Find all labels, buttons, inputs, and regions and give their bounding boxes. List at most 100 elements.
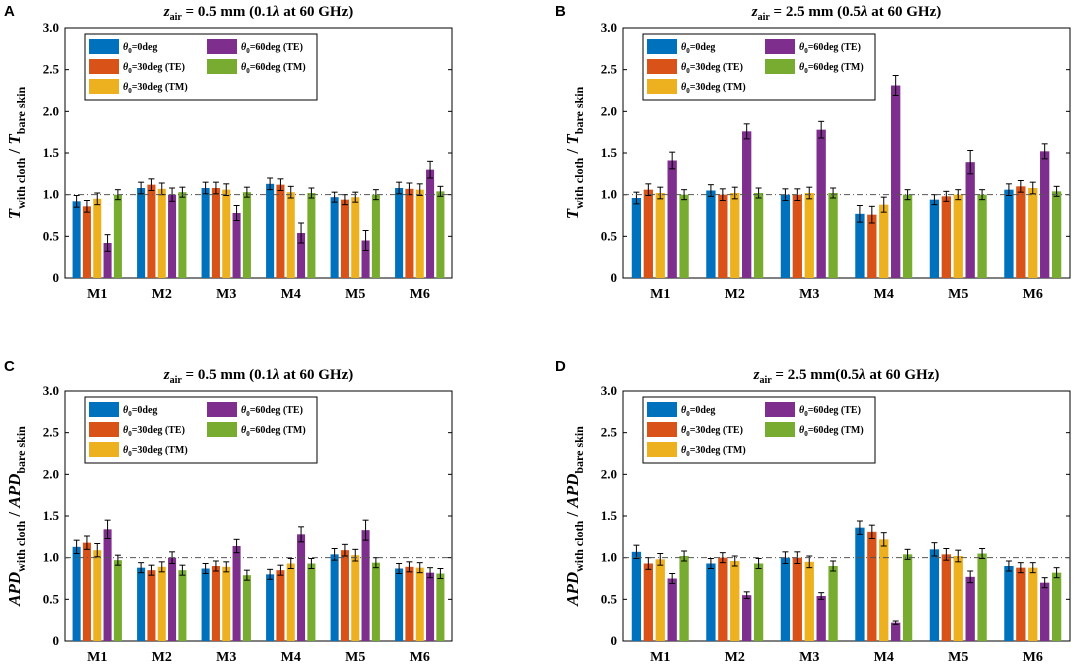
legend-swatch — [647, 59, 677, 74]
bar — [941, 554, 951, 641]
bar — [1040, 582, 1050, 641]
bar — [232, 546, 241, 641]
bar — [157, 188, 166, 278]
bar — [168, 194, 177, 278]
bar — [816, 129, 826, 278]
y-tick-label: 2.5 — [601, 425, 618, 440]
bar — [1016, 567, 1026, 641]
x-tick-label: M2 — [725, 287, 745, 302]
bar — [867, 214, 877, 278]
legend-swatch — [647, 39, 677, 54]
legend-label: θ0=60deg (TE) — [799, 405, 861, 418]
y-tick-label: 0 — [53, 633, 60, 648]
bar — [879, 204, 889, 278]
bar — [655, 559, 665, 641]
bar — [286, 563, 295, 641]
bar — [965, 576, 975, 641]
bar — [340, 199, 349, 278]
bar — [953, 556, 963, 641]
bar — [706, 190, 716, 278]
legend-label: θ0=30deg (TE) — [123, 425, 185, 438]
y-tick-label: 3.0 — [43, 20, 59, 35]
y-tick-label: 1.5 — [601, 145, 618, 160]
x-tick-label: M1 — [87, 287, 107, 302]
bar — [232, 213, 241, 278]
legend-label: θ0=0deg — [681, 405, 715, 418]
bar — [1051, 572, 1062, 641]
bar — [222, 566, 231, 641]
bar — [361, 530, 370, 641]
y-tick-label: 1.5 — [43, 145, 60, 160]
bar — [1028, 567, 1038, 641]
legend-swatch — [647, 422, 677, 437]
x-tick-label: M5 — [948, 287, 968, 302]
bar — [828, 566, 838, 641]
legend-box — [642, 396, 876, 464]
bar — [855, 527, 865, 641]
bar — [804, 193, 814, 278]
legend-label: θ0=30deg (TE) — [123, 62, 185, 75]
bar — [242, 575, 251, 641]
bar — [178, 192, 187, 278]
bar — [965, 162, 975, 278]
y-axis-label: APDwith cloth / APDbare skin — [563, 426, 586, 607]
y-tick-label: 2.0 — [43, 466, 59, 481]
x-tick-label: M3 — [216, 650, 236, 664]
bar — [643, 563, 653, 641]
x-tick-label: M6 — [1023, 287, 1043, 302]
legend-swatch — [89, 39, 119, 54]
legend-label: θ0=60deg (TM) — [799, 425, 864, 438]
legend-label: θ0=60deg (TE) — [241, 42, 303, 55]
y-tick-label: 2.0 — [601, 103, 617, 118]
chart-title: zair = 0.5 mm (0.1λ at 60 GHz) — [163, 4, 354, 23]
legend-label: θ0=0deg — [123, 42, 157, 55]
bar — [371, 562, 380, 641]
y-tick-label: 1.5 — [43, 508, 60, 523]
bar — [330, 554, 339, 641]
legend-label: θ0=60deg (TE) — [799, 42, 861, 55]
bar — [753, 563, 764, 641]
bar — [103, 243, 112, 278]
bar — [867, 531, 877, 641]
bar — [742, 595, 752, 641]
bar — [655, 193, 665, 278]
bar — [1051, 191, 1062, 278]
x-tick-label: M6 — [410, 287, 430, 302]
x-tick-label: M3 — [799, 287, 819, 302]
bar — [297, 233, 306, 278]
bar — [157, 566, 166, 641]
legend-label: θ0=60deg (TM) — [799, 62, 864, 75]
y-tick-label: 3.0 — [601, 20, 617, 35]
bar — [828, 193, 838, 278]
bar — [1040, 151, 1050, 278]
bar — [792, 557, 802, 641]
legend-swatch — [765, 59, 795, 74]
y-axis-label: APDwith cloth / APDbare skin — [5, 426, 28, 607]
legend-label: θ0=0deg — [123, 405, 157, 418]
bar — [147, 184, 156, 278]
x-tick-label: M2 — [152, 287, 172, 302]
bar — [415, 189, 424, 278]
bar — [891, 85, 901, 278]
bar — [307, 563, 316, 641]
bar — [667, 578, 677, 641]
x-tick-label: M4 — [874, 650, 894, 664]
bar — [929, 199, 940, 278]
bar — [351, 197, 360, 278]
x-tick-label: M4 — [281, 287, 301, 302]
legend: θ0=0deg θ0=30deg (TE) θ0=30deg (TM) θ0=60de… — [642, 396, 876, 464]
legend-label: θ0=60deg (TE) — [241, 405, 303, 418]
bar — [330, 197, 339, 278]
bar — [891, 622, 901, 641]
chart-title: zair = 2.5 mm (0.5λ at 60 GHz) — [751, 4, 942, 23]
x-tick-label: M2 — [725, 650, 745, 664]
bar — [706, 563, 716, 641]
bar — [361, 240, 370, 278]
panel-letter: C — [4, 358, 15, 375]
bar — [371, 194, 380, 278]
bar — [929, 549, 940, 641]
chart-title: zair = 2.5 mm(0.5λ at 60 GHz) — [753, 367, 940, 386]
